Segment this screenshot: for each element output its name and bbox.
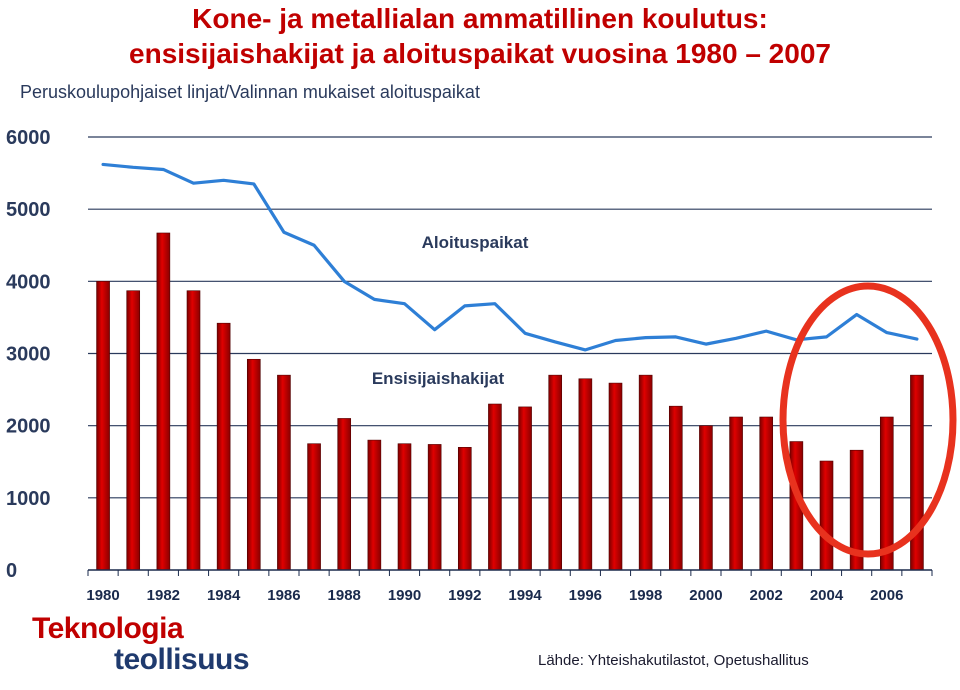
y-tick-label-0: 0 — [6, 560, 17, 582]
y-axis-ticks: 0 1000 2000 3000 4000 5000 6000 — [6, 127, 51, 582]
x-tick-label-1990: 1990 — [388, 587, 421, 604]
x-tick-label-2004: 2004 — [810, 587, 844, 604]
x-tick-label-1992: 1992 — [448, 587, 481, 604]
bar-1997 — [608, 382, 623, 571]
y-tick-label-2000: 2000 — [6, 416, 51, 438]
x-tick-label-1980: 1980 — [86, 587, 119, 604]
x-tick-label-2006: 2006 — [870, 587, 903, 604]
bar-2000 — [699, 425, 713, 571]
bar-2007 — [910, 374, 924, 571]
series-label-aloituspaikat: Aloituspaikat — [422, 233, 529, 252]
x-axis: 1980 1982 1984 1986 1988 1990 1992 1994 1996 1998… — [86, 569, 933, 604]
bar-1980 — [96, 281, 110, 571]
bar-1983 — [186, 290, 201, 571]
y-tick-label-4000: 4000 — [6, 271, 51, 293]
bar-1998 — [638, 374, 653, 571]
x-tick-label-2000: 2000 — [689, 587, 722, 604]
x-tick-label-1982: 1982 — [147, 587, 180, 604]
bar-1999 — [668, 405, 683, 571]
bar-series-ensisijaishakijat — [96, 232, 924, 571]
bar-1996 — [578, 378, 593, 571]
highlight-ellipse — [779, 282, 957, 558]
line-aloituspaikat — [101, 162, 919, 352]
x-tick-label-1994: 1994 — [508, 587, 542, 604]
x-tick-label-1986: 1986 — [267, 587, 300, 604]
bar-1993 — [488, 403, 502, 571]
series-label-ensisijaishakijat: Ensisijaishakijat — [372, 369, 505, 388]
bar-1992 — [457, 447, 472, 571]
bar-1995 — [548, 374, 563, 571]
line-series-aloituspaikat — [101, 162, 919, 352]
bar-1991 — [427, 444, 442, 571]
chart-subtitle: Peruskoulupohjaiset linjat/Valinnan muka… — [20, 82, 480, 102]
bar-1989 — [367, 439, 382, 571]
x-tick-label-1984: 1984 — [207, 587, 241, 604]
y-tick-label-5000: 5000 — [6, 199, 51, 221]
y-tick-label-3000: 3000 — [6, 344, 51, 366]
source-note: Lähde: Yhteishakutilastot, Opetushallitu… — [538, 652, 809, 669]
x-tick-label-1998: 1998 — [629, 587, 662, 604]
bar-1994 — [518, 406, 532, 571]
bar-1981 — [126, 290, 141, 571]
bar-1987 — [307, 443, 321, 571]
logo-text-teknologia: Teknologia — [32, 612, 184, 645]
x-tick-label-2002: 2002 — [750, 587, 783, 604]
chart-title-line-2: ensisijaishakijat ja aloituspaikat vuosi… — [129, 38, 831, 69]
x-tick-label-1988: 1988 — [328, 587, 361, 604]
y-tick-label-1000: 1000 — [6, 488, 51, 510]
x-tick-label-1996: 1996 — [569, 587, 602, 604]
bar-2001 — [729, 416, 743, 571]
bar-2004 — [819, 460, 834, 571]
logo-text-teollisuus: teollisuus — [114, 643, 250, 676]
bar-1984 — [216, 322, 231, 571]
bar-1990 — [397, 443, 412, 571]
bar-1988 — [337, 418, 352, 571]
bar-2002 — [759, 416, 774, 571]
chart-title-line-1: Kone- ja metallialan ammatillinen koulut… — [192, 3, 768, 34]
logo: Teknologia teollisuus — [32, 612, 250, 676]
bar-1985 — [246, 358, 261, 571]
bar-1982 — [156, 232, 171, 571]
y-tick-label-6000: 6000 — [6, 127, 51, 149]
bar-1986 — [277, 374, 291, 571]
